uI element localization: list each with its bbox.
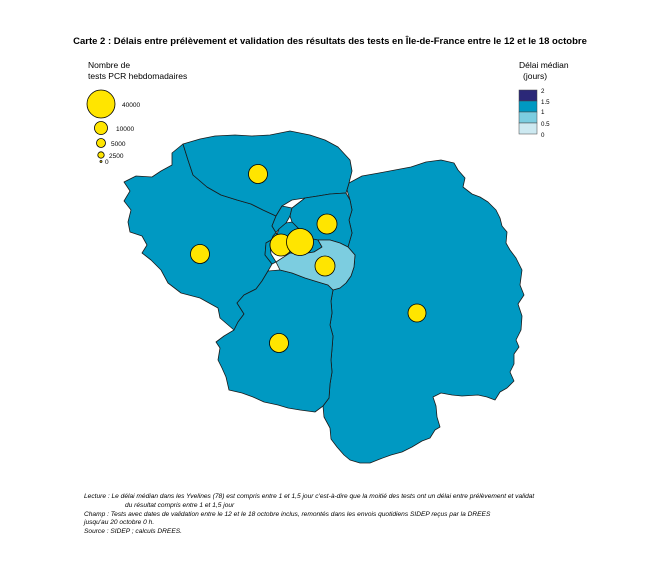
test-volume-bubbles xyxy=(190,164,427,353)
size-legend-label-10000: 10000 xyxy=(116,126,134,133)
delay-legend-tick-0: 0 xyxy=(541,132,545,139)
departments xyxy=(123,130,525,464)
map-title: Carte 2 : Délais entre prélèvement et va… xyxy=(73,36,587,47)
delay-legend-title-line1: Délai médian xyxy=(519,60,569,70)
note-source: Source : SIDEP ; calculs DREES. xyxy=(84,528,182,536)
delay-legend-tick-1: 1 xyxy=(541,109,545,116)
delay-legend-tick-0-5: 0.5 xyxy=(541,121,550,128)
delay-legend-tick-2: 2 xyxy=(541,88,545,95)
delay-legend: 2 1.5 1 0.5 0 xyxy=(518,88,550,139)
bubble-paris xyxy=(286,228,314,256)
bubble-val-d-oise xyxy=(248,164,268,184)
size-legend-title-line2: tests PCR hebdomadaires xyxy=(88,71,188,81)
size-legend-label-0: 0 xyxy=(105,159,109,166)
size-legend-bubble-2500 xyxy=(97,151,105,159)
bubble-essonne xyxy=(269,333,289,353)
size-legend-label-40000: 40000 xyxy=(122,102,140,109)
size-legend-title-line1: Nombre de xyxy=(88,60,131,70)
bubble-yvelines xyxy=(190,244,210,264)
delay-legend-class-1-1-5 xyxy=(518,100,538,113)
delay-legend-class-0-5-1 xyxy=(518,111,538,124)
map-notes: Lecture : Le délai médian dans les Yveli… xyxy=(84,493,534,537)
note-champ-line1: Champ : Tests avec dates de validation e… xyxy=(84,510,491,518)
bubble-seine-et-marne xyxy=(407,303,427,323)
delay-legend-tick-1-5: 1.5 xyxy=(541,99,550,106)
delay-legend-class-0-0-5 xyxy=(518,122,538,135)
size-legend-label-2500: 2500 xyxy=(109,153,124,160)
bubble-seine-saint-denis xyxy=(316,213,338,235)
delay-legend-title: Délai médian (jours) xyxy=(519,60,569,82)
delay-legend-title-line2: (jours) xyxy=(523,71,548,81)
size-legend-title: Nombre de tests PCR hebdomadaires xyxy=(88,60,187,82)
delay-legend-class-1-5-2 xyxy=(518,89,538,102)
bubble-val-de-marne xyxy=(314,255,336,277)
size-legend-bubble-40000 xyxy=(86,89,116,119)
size-legend-label-5000: 5000 xyxy=(111,141,126,148)
note-lecture-line2: du résultat compris entre 1 et 1,5 jour xyxy=(125,501,235,509)
size-legend-bubble-0 xyxy=(99,160,103,163)
size-legend-bubble-10000 xyxy=(94,121,108,135)
size-legend-bubble-5000 xyxy=(96,138,106,148)
note-champ-line2: jusqu'au 20 octobre 0 h. xyxy=(84,519,155,527)
size-legend: 40000 10000 5000 2500 0 xyxy=(86,89,140,166)
note-lecture-line1: Lecture : Le délai médian dans les Yveli… xyxy=(84,493,535,500)
